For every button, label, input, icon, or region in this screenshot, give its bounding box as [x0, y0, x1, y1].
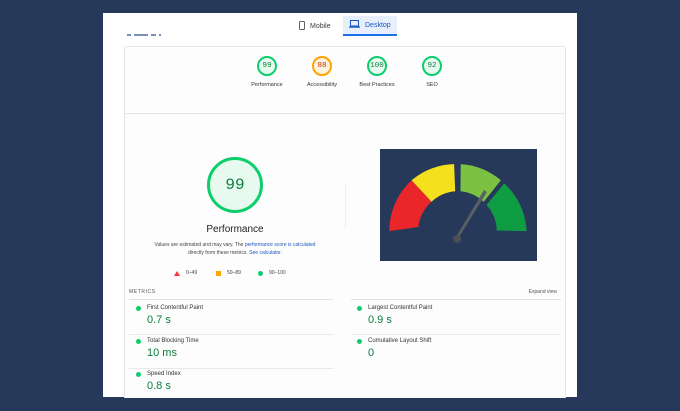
metric-divider [351, 334, 561, 335]
metric-name: Speed Index [147, 371, 181, 377]
gauge-needle [453, 190, 487, 242]
score-ring: 92 [422, 56, 442, 76]
note-text-2: directly from these metrics. [188, 250, 250, 256]
red-triangle-icon [174, 270, 180, 276]
category-accessibility[interactable]: 88 Accessibility [292, 56, 352, 88]
metric-name: First Contentful Paint [147, 305, 204, 311]
category-label: Performance [251, 82, 283, 88]
gauge-segment-red [389, 180, 432, 232]
legend-average: 50–89 [216, 270, 241, 276]
divider [345, 183, 346, 229]
score-legend: 0–49 50–89 90–100 [174, 270, 324, 278]
metric-total-blocking-time: Total Blocking Time 10 ms [135, 338, 335, 368]
legend-fail-label: 0–49 [186, 270, 198, 276]
performance-title: Performance [206, 224, 264, 235]
category-label: Accessibility [307, 82, 337, 88]
category-best-practices[interactable]: 100 Best Practices [347, 56, 407, 88]
metric-value: 0.7 s [147, 314, 171, 326]
performance-summary: 99 Performance Values are estimated and … [125, 157, 345, 257]
gauge-segment-yellow [411, 164, 456, 202]
performance-score-gauge: 99 [207, 157, 263, 213]
metric-name: Cumulative Layout Shift [368, 338, 432, 344]
gauge-needle-hub [453, 235, 461, 243]
metric-divider [129, 334, 333, 335]
category-seo[interactable]: 92 SEO [402, 56, 462, 88]
tab-desktop-label: Desktop [365, 21, 391, 29]
device-tabs: Mobile Desktop [103, 13, 577, 37]
category-performance[interactable]: 99 Performance [237, 56, 297, 88]
metric-name: Total Blocking Time [147, 338, 199, 344]
score-ring: 99 [257, 56, 277, 76]
tab-desktop[interactable]: Desktop [343, 16, 397, 36]
green-circle-icon [357, 305, 362, 311]
category-label: SEO [426, 82, 438, 88]
tab-mobile-label: Mobile [310, 22, 331, 30]
category-label: Best Practices [359, 82, 395, 88]
green-circle-icon [136, 305, 141, 311]
tab-mobile[interactable]: Mobile [299, 16, 331, 36]
category-gauges: 99 Performance 88 Accessibility 100 Best… [125, 47, 565, 114]
legend-average-label: 50–89 [227, 270, 241, 276]
metric-cumulative-layout-shift: Cumulative Layout Shift 0 [356, 338, 556, 368]
score-ring: 88 [312, 56, 332, 76]
green-circle-icon [258, 270, 263, 276]
metric-value: 10 ms [147, 347, 177, 359]
metric-divider [129, 368, 333, 369]
metric-speed-index: Speed Index 0.8 s [135, 371, 335, 401]
metric-value: 0 [368, 347, 375, 359]
see-calculator-link[interactable]: See calculator. [249, 250, 282, 256]
score-ring: 100 [367, 56, 387, 76]
report-card: 99 Performance 88 Accessibility 100 Best… [124, 46, 566, 398]
pagespeed-report-page: Mobile Desktop 99 Performance 88 Accessi… [103, 13, 577, 398]
page-screenshot-speedometer [380, 149, 537, 261]
note-text: Values are estimated and may vary. The [154, 242, 245, 248]
metric-value: 0.8 s [147, 380, 171, 392]
expand-view-link[interactable]: Expand view [528, 289, 557, 295]
orange-square-icon [216, 270, 221, 276]
metric-name: Largest Contentful Paint [368, 305, 433, 311]
gauge-segment-green [486, 183, 527, 232]
metrics-rule-right [351, 299, 561, 300]
metric-first-contentful-paint: First Contentful Paint 0.7 s [135, 305, 335, 335]
green-circle-icon [136, 338, 141, 344]
performance-calc-link[interactable]: performance score is calculated [244, 242, 316, 248]
metric-value: 0.9 s [368, 314, 392, 326]
phone-icon [299, 20, 305, 32]
legend-pass: 90–100 [258, 270, 286, 276]
breadcrumb [127, 34, 187, 37]
metric-largest-contentful-paint: Largest Contentful Paint 0.9 s [356, 305, 556, 335]
score-note: Values are estimated and may vary. The p… [125, 241, 345, 257]
legend-pass-label: 90–100 [269, 270, 286, 276]
metrics-rule-left [129, 299, 333, 300]
gauge-segment-lightgreen [460, 164, 501, 202]
metrics-heading: METRICS [129, 289, 156, 295]
green-circle-icon [357, 338, 362, 344]
legend-fail: 0–49 [174, 270, 197, 276]
laptop-icon [349, 20, 360, 30]
green-circle-icon [136, 371, 141, 377]
